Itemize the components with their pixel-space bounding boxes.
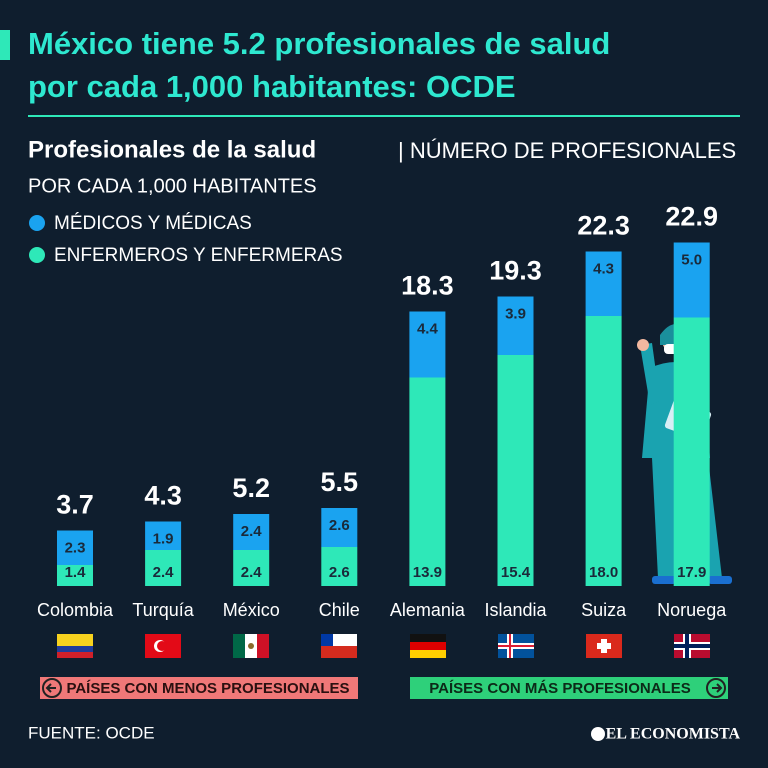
bar-segment	[673, 242, 710, 318]
value-label: 2.4	[153, 564, 175, 581]
total-label: 5.5	[321, 467, 359, 497]
bar-segment	[673, 317, 710, 586]
total-label: 4.3	[144, 481, 182, 511]
x-tick-label: Turquía	[132, 600, 194, 620]
arrow-right-icon	[712, 683, 723, 693]
value-label: 18.0	[589, 564, 618, 581]
subtitle: | NÚMERO DE PROFESIONALES	[398, 138, 736, 163]
arrow-left-icon	[45, 683, 56, 693]
value-label: 15.4	[501, 564, 531, 581]
bar-segment	[145, 521, 182, 550]
total-label: 19.3	[489, 256, 542, 286]
arrow-left-icon	[42, 678, 62, 698]
chart-title: México tiene 5.2 profesionales de salud	[28, 26, 610, 61]
value-label: 13.9	[413, 564, 442, 581]
value-label: 2.6	[329, 564, 350, 581]
bar-segment	[57, 530, 93, 565]
group-label: PAÍSES CON MENOS PROFESIONALES	[66, 680, 349, 697]
legend-swatch	[29, 215, 45, 231]
bar-segment	[497, 296, 534, 355]
source: FUENTE: OCDE	[28, 723, 155, 742]
x-tick-label: Alemania	[390, 600, 466, 620]
flags	[57, 634, 710, 658]
bar-segment	[585, 316, 622, 586]
x-tick-label: Suiza	[581, 600, 627, 620]
total-label: 3.7	[56, 490, 94, 520]
arrow-right-icon	[706, 678, 726, 698]
bar-segment	[497, 355, 534, 586]
bar-segment	[409, 311, 446, 378]
brand: EL ECONOMISTA	[606, 726, 741, 743]
x-tick-label: Islandia	[484, 600, 547, 620]
value-label: 2.4	[241, 564, 263, 581]
title-accent	[0, 30, 10, 60]
bar-segment	[233, 550, 270, 586]
brand-logo	[591, 727, 605, 741]
bar-segment	[321, 508, 358, 547]
group-banner	[40, 677, 358, 699]
bar-segment	[145, 550, 182, 586]
chart-title: por cada 1,000 habitantes: OCDE	[28, 69, 516, 104]
subtitle: POR CADA 1,000 HABITANTES	[28, 175, 317, 197]
bar-segment	[233, 514, 270, 550]
value-label: 3.9	[505, 305, 526, 322]
value-label: 4.3	[593, 260, 614, 277]
legend-label: ENFERMEROS Y ENFERMERAS	[54, 245, 343, 266]
total-label: 22.9	[665, 202, 718, 232]
total-label: 22.3	[577, 211, 630, 241]
value-label: 5.0	[681, 251, 702, 268]
group-banner	[410, 677, 728, 699]
total-label: 18.3	[401, 271, 454, 301]
bar-segment	[585, 251, 622, 316]
x-tick-label: Colombia	[37, 600, 114, 620]
legend-swatch	[29, 247, 45, 263]
legend-label: MÉDICOS Y MÉDICAS	[54, 213, 252, 234]
bar-segment	[321, 547, 358, 586]
value-label: 2.4	[241, 523, 263, 540]
bar-segment	[57, 565, 93, 586]
x-tick-label: Chile	[319, 600, 360, 620]
value-label: 2.3	[65, 539, 86, 556]
value-label: 17.9	[677, 564, 706, 581]
value-label: 4.4	[417, 320, 439, 337]
value-label: 2.6	[329, 517, 350, 534]
x-tick-label: México	[223, 600, 280, 620]
total-label: 5.2	[232, 473, 270, 503]
group-label: PAÍSES CON MÁS PROFESIONALES	[429, 680, 690, 697]
x-tick-label: Noruega	[657, 600, 727, 620]
subtitle: Profesionales de la salud	[28, 136, 316, 163]
bar-segment	[409, 377, 446, 586]
value-label: 1.4	[65, 564, 87, 581]
value-label: 1.9	[153, 530, 174, 547]
